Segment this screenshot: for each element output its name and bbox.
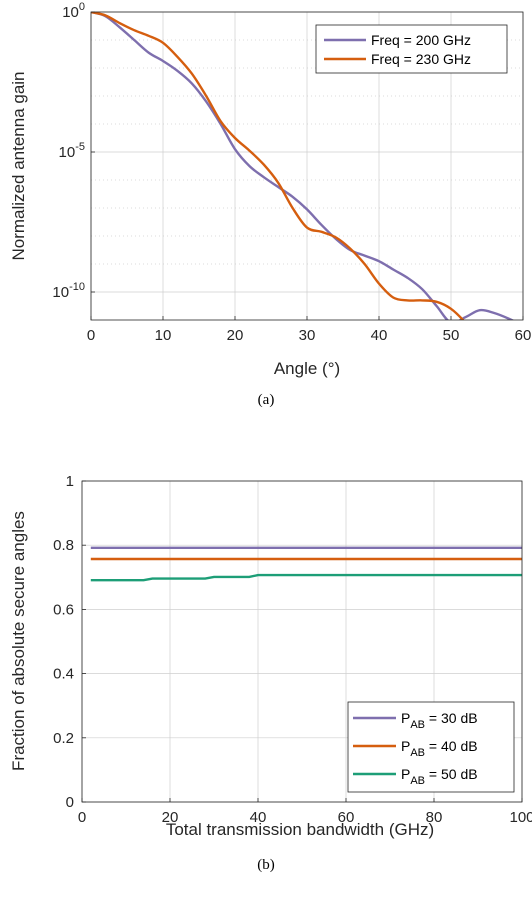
chart-b: 0 20 40 60 80 100 0 0.2 0.4 0.6 0.8 1 Total transm…: [9, 473, 532, 873]
chart-a-x-tick-label: 30: [299, 327, 316, 344]
chart-b-x-tick-label: 100: [509, 809, 532, 826]
chart-b-y-tick-label: 0.2: [53, 730, 74, 747]
chart-b-y-ticks: 0 0.2 0.4 0.6 0.8 1: [53, 473, 86, 811]
chart-b-x-tick-label: 40: [250, 809, 267, 826]
chart-b-x-tick-label: 20: [162, 809, 179, 826]
chart-a-x-tick-label: 40: [371, 327, 388, 344]
chart-b-legend-label-3: PAB = 50 dB: [401, 766, 478, 787]
chart-b-x-tick-label: 60: [338, 809, 355, 826]
chart-b-y-tick-label: 0.4: [53, 666, 74, 683]
chart-b-frame: [81, 480, 523, 803]
chart-a-y-ticks: 100 10-5 10-10: [52, 1, 95, 301]
chart-a-legend-label-2: Freq = 230 GHz: [371, 51, 471, 67]
chart-a-y-tick-label: 10-10: [52, 281, 85, 301]
chart-b-x-ticks: 0 20 40 60 80 100: [78, 798, 532, 826]
chart-a-x-ticks: 0 10 20 30 40 50 60: [87, 316, 532, 344]
chart-a-x-tick-label: 20: [227, 327, 244, 344]
chart-b-legend-label-1: PAB = 30 dB: [401, 710, 478, 731]
chart-a: 0 10 20 30 40 50 60 100 10-5 10-10 Angle (°) Nor…: [9, 1, 531, 408]
chart-a-x-label: Angle (°): [274, 359, 340, 378]
chart-a-x-tick-label: 0: [87, 327, 95, 344]
chart-b-caption: (b): [257, 857, 275, 873]
chart-b-y-tick-label: 0: [66, 794, 74, 811]
chart-b-y-tick-label: 1: [66, 473, 74, 490]
chart-b-y-label: Fraction of absolute secure angles: [9, 511, 28, 771]
chart-a-legend-box: [315, 24, 508, 74]
chart-b-y-tick-label: 0.6: [53, 601, 74, 618]
chart-a-y-tick-label: 100: [62, 1, 85, 21]
chart-b-x-tick-label: 80: [426, 809, 443, 826]
chart-b-y-tick-label: 0.8: [53, 537, 74, 554]
chart-a-series: [91, 12, 515, 320]
chart-b-series-line-3: [90, 573, 522, 582]
chart-a-series-line-1: [91, 12, 515, 320]
chart-a-y-label: Normalized antenna gain: [9, 71, 28, 260]
chart-a-series-line-2: [91, 12, 465, 320]
chart-a-y-tick-label: 10-5: [59, 141, 85, 161]
chart-a-legend: Freq = 200 GHz Freq = 230 GHz: [315, 24, 508, 74]
chart-b-series: [90, 546, 522, 582]
chart-a-x-tick-label: 50: [443, 327, 460, 344]
chart-a-x-tick-label: 60: [515, 327, 532, 344]
chart-b-legend-label-2: PAB = 40 dB: [401, 738, 478, 759]
chart-b-legend: PAB = 30 dB PAB = 40 dB PAB = 50 dB: [347, 701, 515, 793]
chart-a-caption: (a): [258, 392, 275, 408]
chart-b-x-label: Total transmission bandwidth (GHz): [166, 820, 434, 839]
chart-a-grid: [90, 11, 524, 320]
chart-a-legend-label-1: Freq = 200 GHz: [371, 32, 471, 48]
chart-a-x-tick-label: 10: [155, 327, 172, 344]
chart-b-x-tick-label: 0: [78, 809, 86, 826]
